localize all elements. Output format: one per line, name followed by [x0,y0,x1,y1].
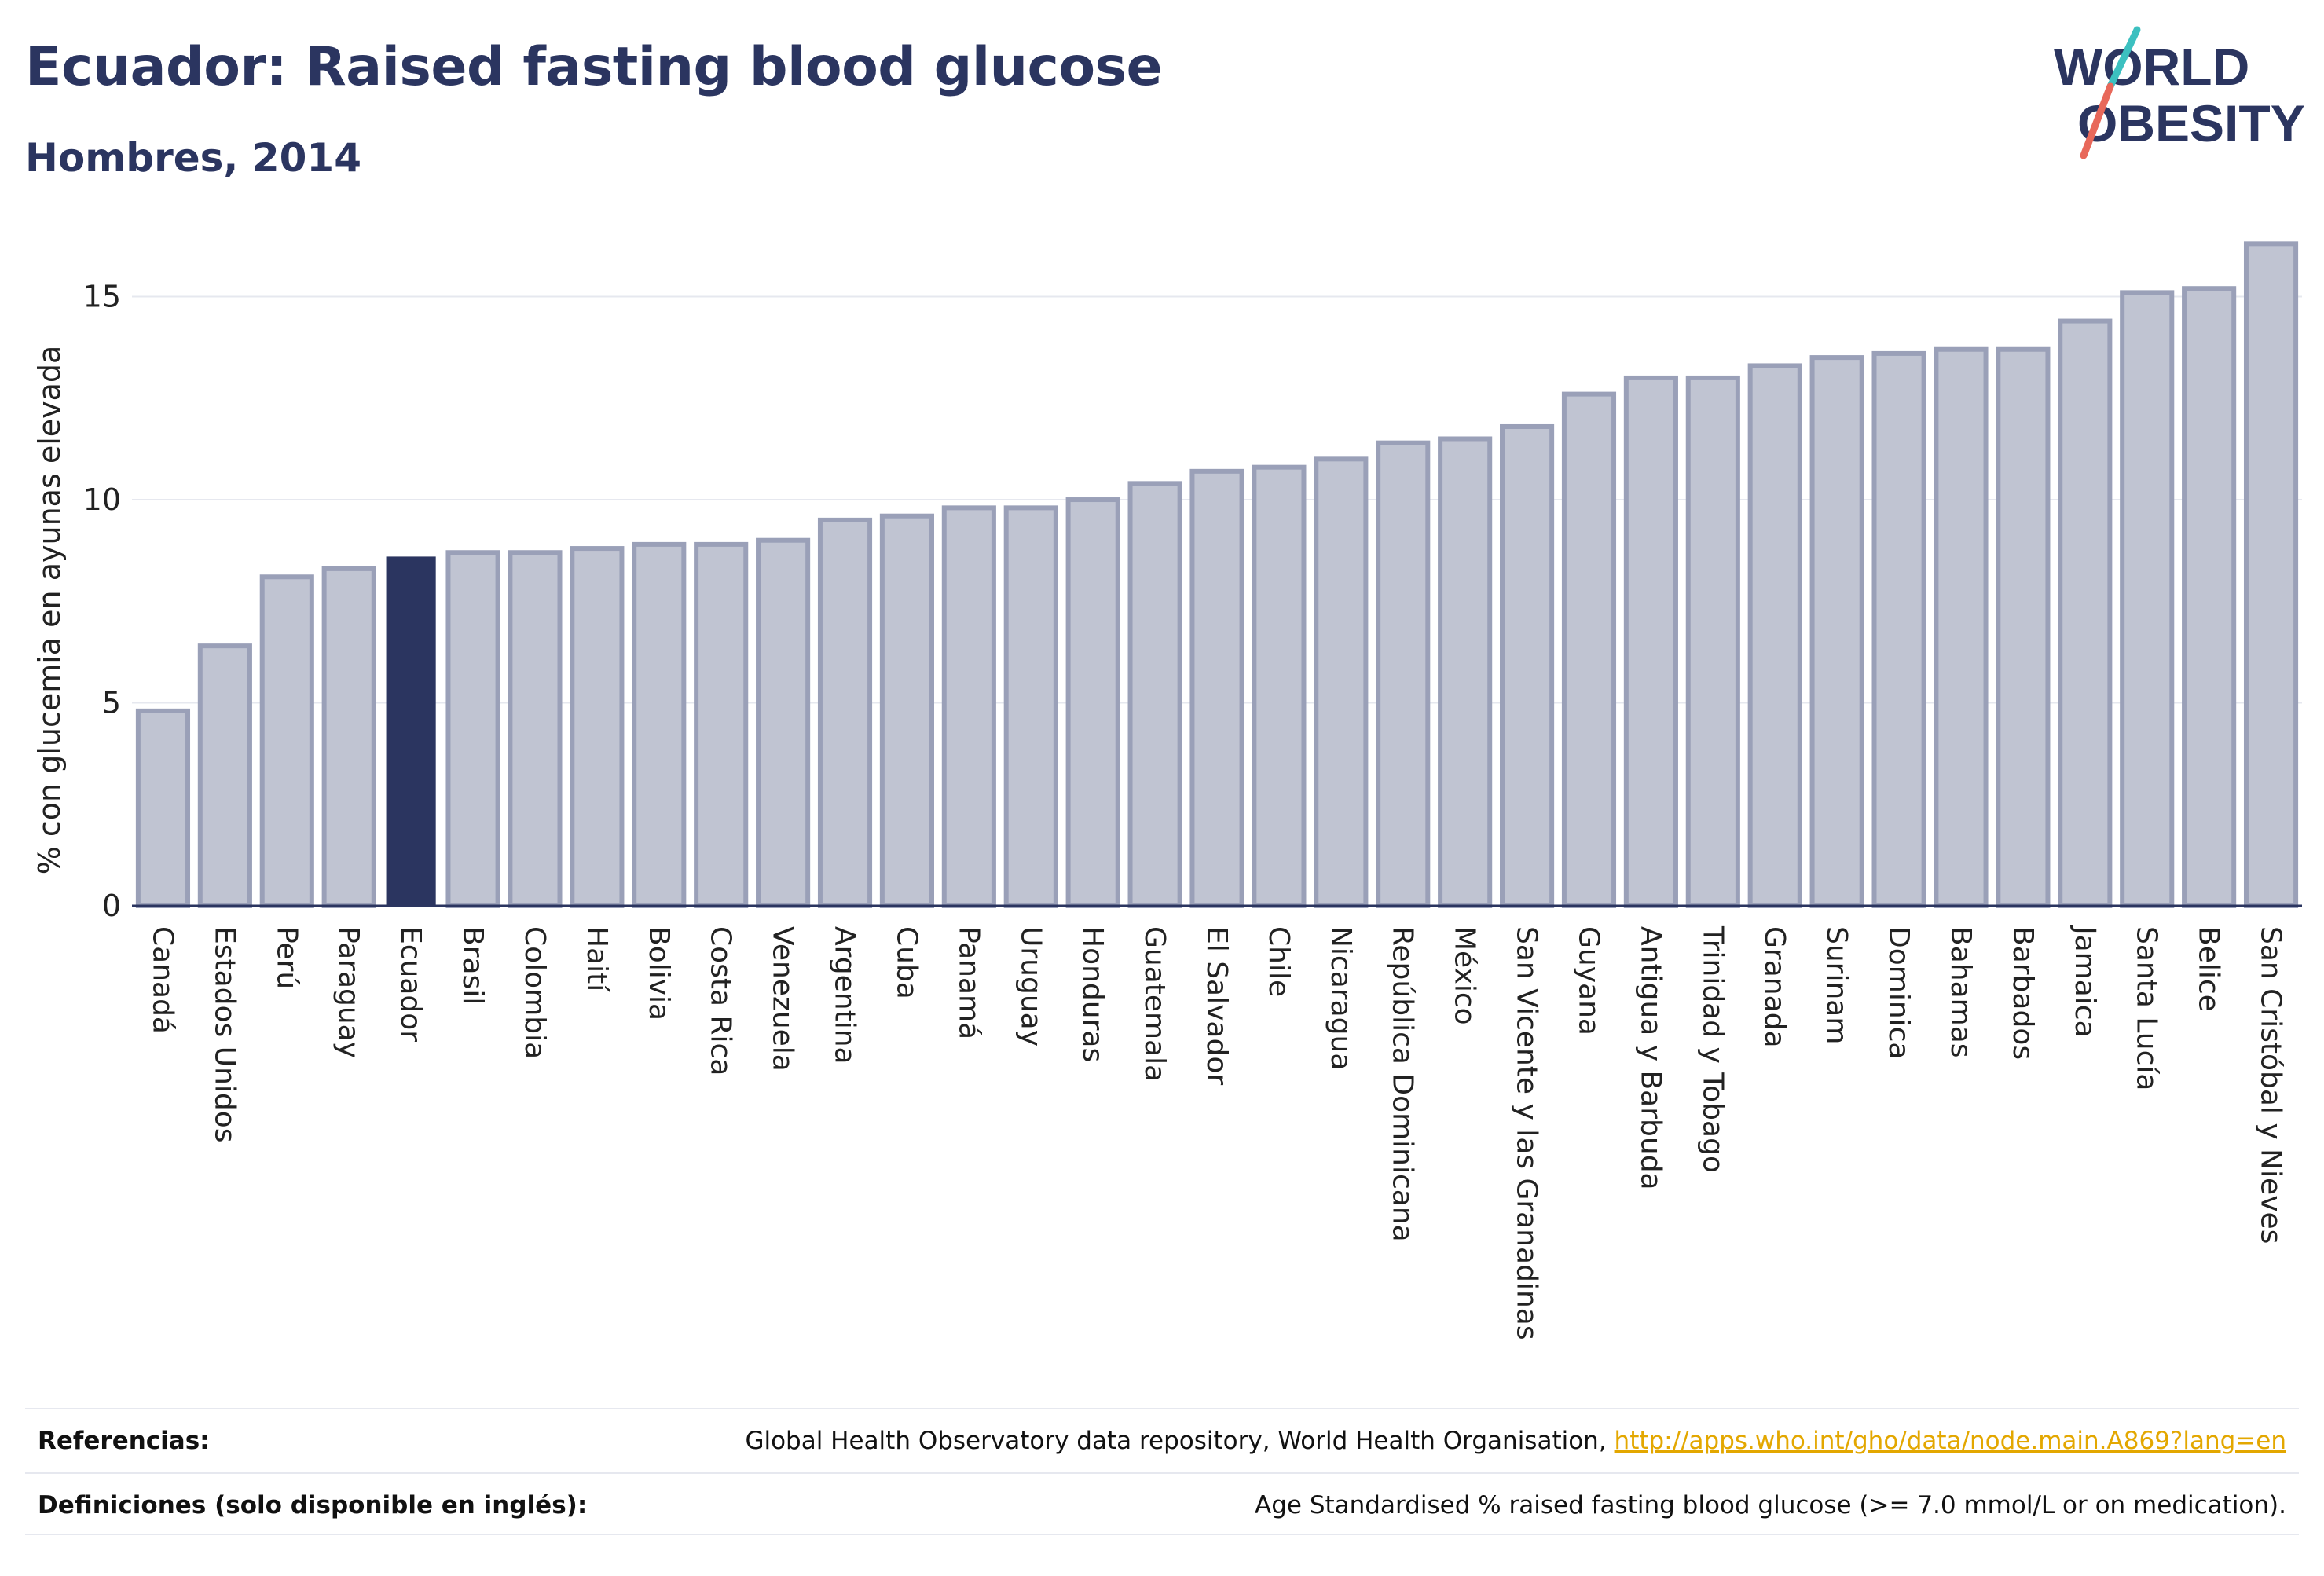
x-tick-label: Haití [581,926,613,992]
logo-slash-bottom [2080,82,2114,159]
x-tick-label: Uruguay [1014,926,1047,1046]
page-title: Ecuador: Raised fasting blood glucose [25,36,1163,98]
world-obesity-logo: WORLD OBESITY [2054,26,2305,159]
logo-line1: WORLD [2054,38,2249,96]
y-tick-label: 10 [83,482,121,517]
x-tick-label: Guatemala [1138,926,1171,1082]
references-text: Global Health Observatory data repositor… [745,1427,1607,1455]
bar-bahamas[interactable] [1934,346,1989,908]
bar-honduras[interactable] [1065,497,1120,908]
x-tick-label: San Vicente y las Granadinas [1511,926,1543,1340]
bar-cuba[interactable] [879,513,934,909]
x-tick-label: Santa Lucía [2131,926,2163,1090]
definitions-label: Definiciones (solo disponible en inglés)… [38,1491,588,1519]
x-tick-label: Canadá [146,926,178,1034]
definitions-text: Age Standardised % raised fasting blood … [1255,1491,2286,1519]
bar-el-salvador[interactable] [1189,468,1244,908]
bar-jamaica[interactable] [2058,318,2113,908]
references-link[interactable]: http://apps.who.int/gho/data/node.main.A… [1614,1427,2286,1455]
bar-estados-unidos[interactable] [197,643,252,908]
x-tick-label: Cuba [890,926,922,999]
logo-line2: OBESITY [2077,94,2305,152]
bar-dominica[interactable] [1871,350,1926,908]
y-tick-label: 0 [102,889,121,923]
bar-uruguay[interactable] [1003,505,1058,908]
y-tick-labels: 0 5 10 15 [83,280,121,923]
x-tick-label: Jamaica [2069,925,2101,1038]
x-tick-label: México [1449,926,1481,1025]
footer-divider [25,1534,2299,1535]
bar-granada[interactable] [1747,363,1802,908]
x-tick-label: Bolivia [643,926,675,1021]
bar-panamá[interactable] [941,505,996,908]
bar-perú[interactable] [259,574,314,908]
x-tick-label: Honduras [1076,926,1109,1062]
x-tick-label: Guyana [1572,926,1604,1035]
x-tick-label: Belice [2193,926,2225,1012]
x-tick-label: El Salvador [1200,926,1233,1085]
bar-trinidad-y-tobago[interactable] [1685,375,1740,908]
x-tick-label: Bahamas [1945,926,1977,1058]
references-label: Referencias: [38,1427,210,1455]
bar-república-dominicana[interactable] [1376,440,1431,908]
bar-san-vicente-y-las-granadinas[interactable] [1500,423,1555,908]
x-tick-label: Trinidad y Tobago [1696,925,1728,1173]
x-tick-label: Venezuela [767,926,799,1072]
bar-san-cristóbal-y-nieves[interactable] [2243,241,2299,908]
bar-santa-lucía[interactable] [2120,290,2175,909]
bar-brasil[interactable] [445,550,500,909]
x-tick-label: Ecuador [394,926,427,1042]
x-tick-label: Estados Unidos [208,926,240,1143]
x-tick-label: Costa Rica [705,926,737,1076]
logo-slash-top [2106,26,2141,90]
x-tick-labels: Canadá Estados Unidos Perú Paraguay Ecuador B… [146,925,2286,1340]
bar-chart: 0 5 10 15 Canadá Estados Unidos Perú Paraguay E… [32,241,2302,1340]
bars [135,241,2299,909]
x-tick-label: Barbados [2007,926,2039,1060]
bar-antigua-y-barbuda[interactable] [1623,375,1678,908]
x-tick-label: Chile [1263,926,1295,997]
bar-nicaragua[interactable] [1314,456,1369,908]
x-tick-label: Nicaragua [1325,926,1357,1070]
bar-costa-rica[interactable] [694,541,749,908]
bar-canadá[interactable] [135,708,191,909]
x-tick-label: Argentina [829,926,861,1065]
x-tick-label: Panamá [952,926,984,1039]
x-tick-label: San Cristóbal y Nieves [2255,926,2287,1244]
bar-barbados[interactable] [1996,346,2051,908]
x-tick-label: Antigua y Barbuda [1634,926,1666,1190]
x-tick-label: Perú [270,926,302,989]
x-tick-label: Colombia [519,926,551,1059]
bar-paraguay[interactable] [321,566,376,908]
bar-argentina[interactable] [817,517,873,908]
bar-ecuador[interactable] [386,556,436,906]
x-tick-label: Paraguay [332,926,365,1058]
x-tick-label: República Dominicana [1387,926,1419,1242]
x-tick-label: Brasil [456,926,489,1005]
bar-colombia[interactable] [508,550,563,909]
bar-guatemala[interactable] [1127,481,1182,908]
bar-belice[interactable] [2182,286,2237,908]
x-tick-label: Surinam [1820,926,1853,1044]
x-tick-label: Granada [1758,926,1791,1048]
y-tick-label: 15 [83,280,121,314]
bar-venezuela[interactable] [756,537,811,909]
references-row: Referencias: Global Health Observatory d… [25,1408,2299,1472]
references-value: Global Health Observatory data repositor… [745,1427,2299,1455]
bar-surinam[interactable] [1809,355,1864,909]
y-axis-label: % con glucemia en ayunas elevada [32,346,67,875]
page-subtitle: Hombres, 2014 [25,135,361,181]
y-tick-label: 5 [102,686,121,720]
bar-guyana[interactable] [1561,391,1617,909]
bar-chile[interactable] [1252,464,1307,908]
definitions-row: Definiciones (solo disponible en inglés)… [25,1472,2299,1537]
bar-méxico[interactable] [1438,436,1493,908]
bar-bolivia[interactable] [632,541,687,908]
x-tick-label: Dominica [1882,926,1915,1060]
bar-haití[interactable] [570,546,625,908]
